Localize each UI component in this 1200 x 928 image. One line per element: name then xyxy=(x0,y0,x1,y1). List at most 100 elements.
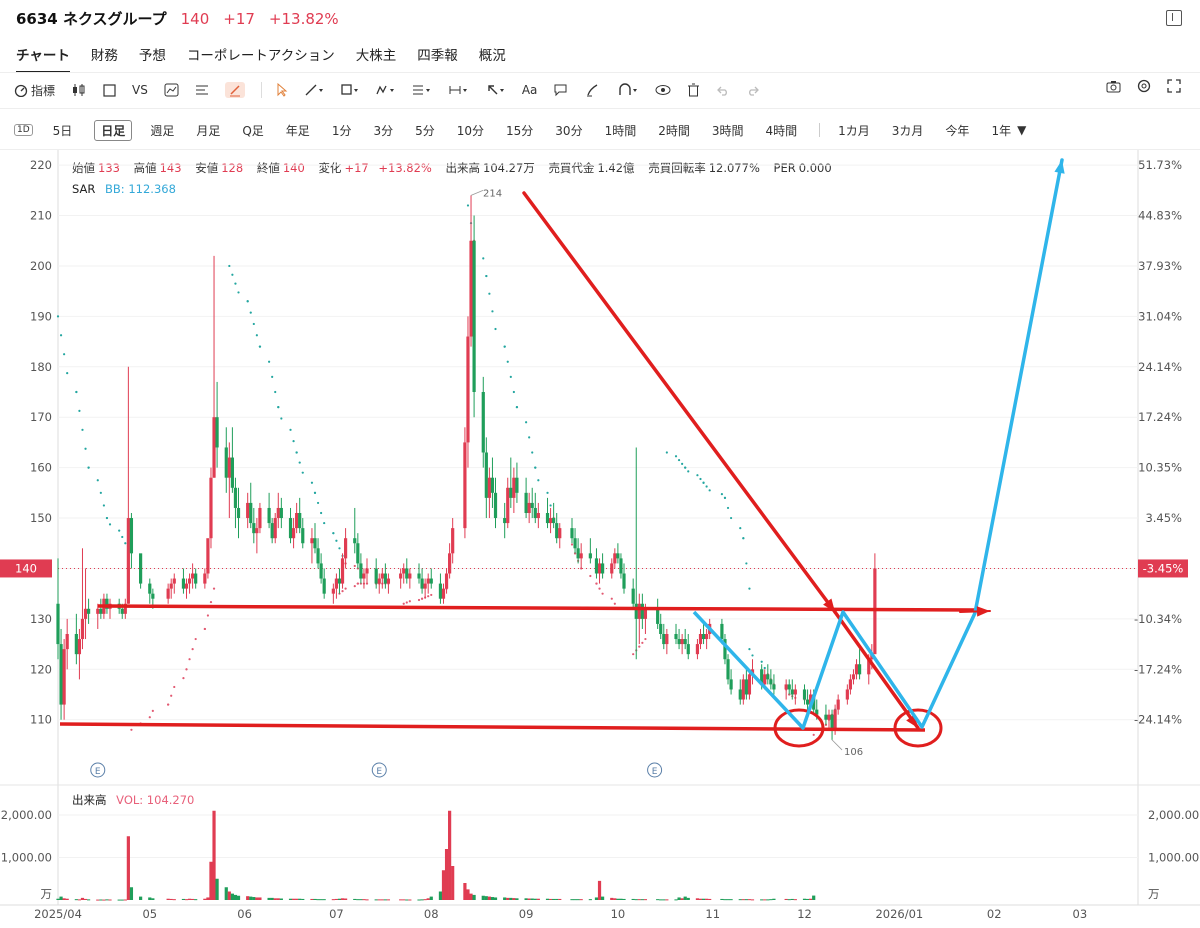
candle-body xyxy=(747,674,752,695)
sar-dot xyxy=(674,455,678,458)
compare-vs-button[interactable]: VS xyxy=(132,83,148,97)
tab-chart[interactable]: チャート xyxy=(16,44,70,73)
price-tick: 180 xyxy=(30,360,52,374)
list-icon[interactable] xyxy=(195,84,209,96)
period-5m[interactable]: 5分 xyxy=(415,123,435,138)
volume-bar xyxy=(301,898,305,900)
period-1m[interactable]: 1分 xyxy=(331,123,352,138)
volume-bar xyxy=(533,898,537,900)
percent-tick: 51.73% xyxy=(1138,158,1182,172)
arrow-tool-icon[interactable] xyxy=(486,83,506,97)
sar-dot xyxy=(81,428,84,431)
turnover-rate-value: 12.077% xyxy=(708,161,760,175)
sar-dot xyxy=(338,547,341,550)
square-icon[interactable] xyxy=(103,83,116,97)
candle-body xyxy=(83,608,88,619)
pencil-icon[interactable] xyxy=(224,82,245,98)
candle-body xyxy=(680,639,684,645)
candle-body xyxy=(744,679,748,695)
candle-body xyxy=(319,563,323,579)
period-3h[interactable]: 3時間 xyxy=(711,123,744,138)
period-daily[interactable]: 日足 xyxy=(94,119,133,141)
range-3-month[interactable]: 3カ月 xyxy=(891,123,924,138)
period-yearly[interactable]: 年足 xyxy=(285,123,310,138)
period-5d[interactable]: 5日 xyxy=(52,123,73,138)
candle-body xyxy=(506,487,510,524)
chevron-down-icon[interactable]: ▼ xyxy=(1017,123,1027,137)
eye-icon[interactable] xyxy=(655,84,671,96)
sar-dot xyxy=(491,310,494,313)
candle-body xyxy=(139,553,143,584)
collapse-panel-icon[interactable] xyxy=(1166,10,1182,26)
indicator-button[interactable]: 指標 xyxy=(14,82,55,99)
sar-dot xyxy=(277,406,280,409)
period-15m[interactable]: 15分 xyxy=(506,123,534,138)
candle-body xyxy=(252,523,256,534)
undo-icon[interactable] xyxy=(716,84,730,96)
sar-dot xyxy=(528,436,531,439)
sar-label[interactable]: SAR xyxy=(72,182,96,196)
percent-tick: 31.04% xyxy=(1138,309,1182,323)
volume-bar xyxy=(643,899,648,901)
range-1-year[interactable]: 1年 xyxy=(991,123,1012,138)
rectangle-tool-icon[interactable] xyxy=(340,83,360,97)
volume-bar xyxy=(420,899,424,901)
candle-body xyxy=(466,336,470,443)
volume-bar xyxy=(484,896,488,900)
period-4h[interactable]: 4時間 xyxy=(765,123,798,138)
candle-body xyxy=(723,639,727,660)
fullscreen-icon[interactable] xyxy=(1167,79,1181,93)
cursor-icon[interactable] xyxy=(276,83,288,97)
candle-body xyxy=(194,573,198,584)
period-30m[interactable]: 30分 xyxy=(555,123,583,138)
tab-forecast[interactable]: 予想 xyxy=(138,48,166,64)
measure-icon[interactable] xyxy=(448,83,470,97)
calendar-icon[interactable]: 1D xyxy=(14,124,33,136)
chart-template-icon[interactable] xyxy=(164,83,179,97)
candle-body xyxy=(600,563,605,574)
sar-dot xyxy=(420,597,424,600)
camera-icon[interactable] xyxy=(1106,79,1121,93)
trendline-icon[interactable] xyxy=(304,83,324,97)
settings-icon[interactable] xyxy=(1137,79,1151,93)
candle-type-icon[interactable] xyxy=(71,83,87,97)
bb-label[interactable]: BB: 112.368 xyxy=(105,182,176,196)
period-3m[interactable]: 3分 xyxy=(373,123,394,138)
candle-body xyxy=(512,477,516,498)
tab-major-shareholders[interactable]: 大株主 xyxy=(355,48,397,64)
period-quarterly[interactable]: Q足 xyxy=(242,123,264,138)
period-10m[interactable]: 10分 xyxy=(456,123,485,138)
period-weekly[interactable]: 週足 xyxy=(150,123,175,138)
sar-dot xyxy=(66,371,69,375)
tab-financials[interactable]: 財務 xyxy=(90,48,118,64)
comment-icon[interactable] xyxy=(553,83,569,97)
brush-icon[interactable] xyxy=(585,83,601,97)
volume-bar xyxy=(616,898,620,900)
pattern-tool-icon[interactable] xyxy=(376,83,396,97)
candle-body xyxy=(787,684,791,690)
volume-bar xyxy=(530,898,534,900)
candle-body xyxy=(833,709,837,730)
range-ytd[interactable]: 今年 xyxy=(945,123,970,138)
text-tool-button[interactable]: Aa xyxy=(521,83,538,97)
redo-icon[interactable] xyxy=(746,84,760,96)
candle-body xyxy=(656,608,660,624)
range-1-month[interactable]: 1カ月 xyxy=(838,123,870,138)
tab-overview[interactable]: 概況 xyxy=(478,48,506,64)
candle-body xyxy=(99,608,103,614)
candle-body xyxy=(848,679,853,690)
period-2h[interactable]: 2時間 xyxy=(658,123,690,138)
volume-bar xyxy=(766,899,770,901)
period-monthly[interactable]: 月足 xyxy=(196,123,221,138)
trash-icon[interactable] xyxy=(687,83,700,97)
volume-bar xyxy=(362,899,366,901)
candle-body xyxy=(408,573,412,579)
magnet-icon[interactable] xyxy=(617,83,639,97)
sar-dot xyxy=(552,516,555,520)
tab-corporate-action[interactable]: コーポレートアクション xyxy=(186,48,335,64)
candle-body xyxy=(490,477,495,493)
volume-bar xyxy=(246,896,250,900)
period-1h[interactable]: 1時間 xyxy=(604,123,637,138)
fibonacci-icon[interactable] xyxy=(412,83,432,97)
tab-shikiho[interactable]: 四季報 xyxy=(417,48,458,64)
